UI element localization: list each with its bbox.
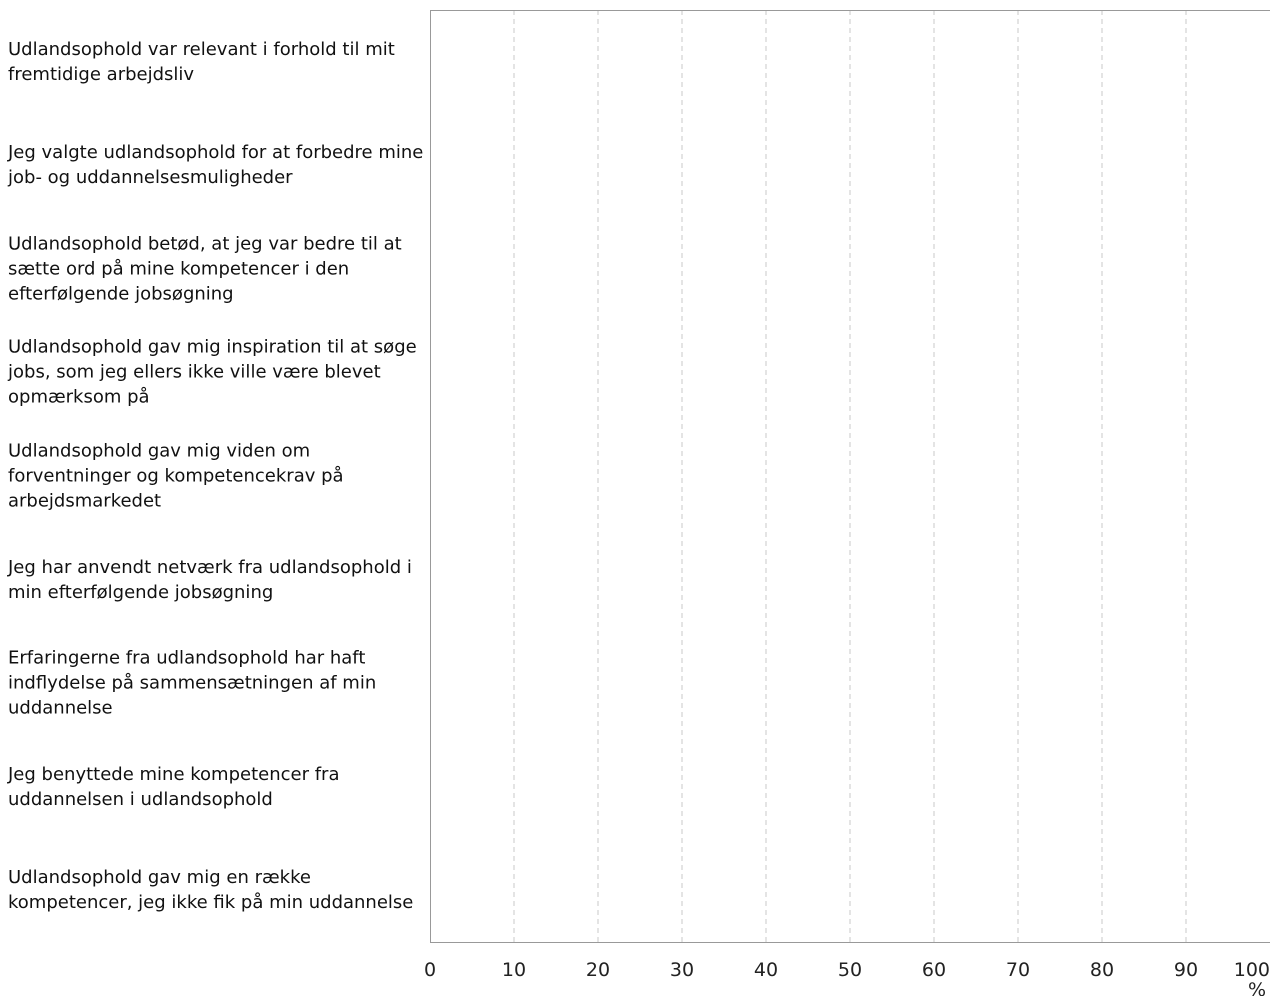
x-axis-label: % bbox=[1248, 979, 1266, 996]
x-tick-label: 10 bbox=[502, 959, 526, 981]
x-tick-label: 70 bbox=[1006, 959, 1030, 981]
category-label: Jeg har anvendt netværk fra udlandsophol… bbox=[8, 556, 412, 603]
category-label: Udlandsophold var relevant i forhold til… bbox=[8, 38, 395, 85]
category-label: Udlandsophold gav mig viden om forventni… bbox=[8, 440, 344, 512]
x-tick-label: 0 bbox=[424, 959, 436, 981]
x-tick-label: 30 bbox=[670, 959, 694, 981]
x-tick-label: 20 bbox=[586, 959, 610, 981]
category-label: Jeg benyttede mine kompetencer fra uddan… bbox=[8, 763, 340, 810]
x-tick-label: 60 bbox=[922, 959, 946, 981]
x-tick-label: 40 bbox=[754, 959, 778, 981]
category-label: Erfaringerne fra udlandsophold har haft … bbox=[8, 647, 377, 719]
category-label: Jeg valgte udlandsophold for at forbedre… bbox=[8, 142, 424, 189]
x-tick-label: 100 bbox=[1234, 959, 1270, 981]
x-tick-label: 50 bbox=[838, 959, 862, 981]
category-label: Udlandsophold betød, at jeg var bedre ti… bbox=[8, 233, 402, 305]
category-label: Udlandsophold gav mig en række kompetenc… bbox=[8, 867, 414, 914]
x-tick-label: 90 bbox=[1174, 959, 1198, 981]
category-label: Udlandsophold gav mig inspiration til at… bbox=[8, 336, 417, 408]
x-tick-label: 80 bbox=[1090, 959, 1114, 981]
